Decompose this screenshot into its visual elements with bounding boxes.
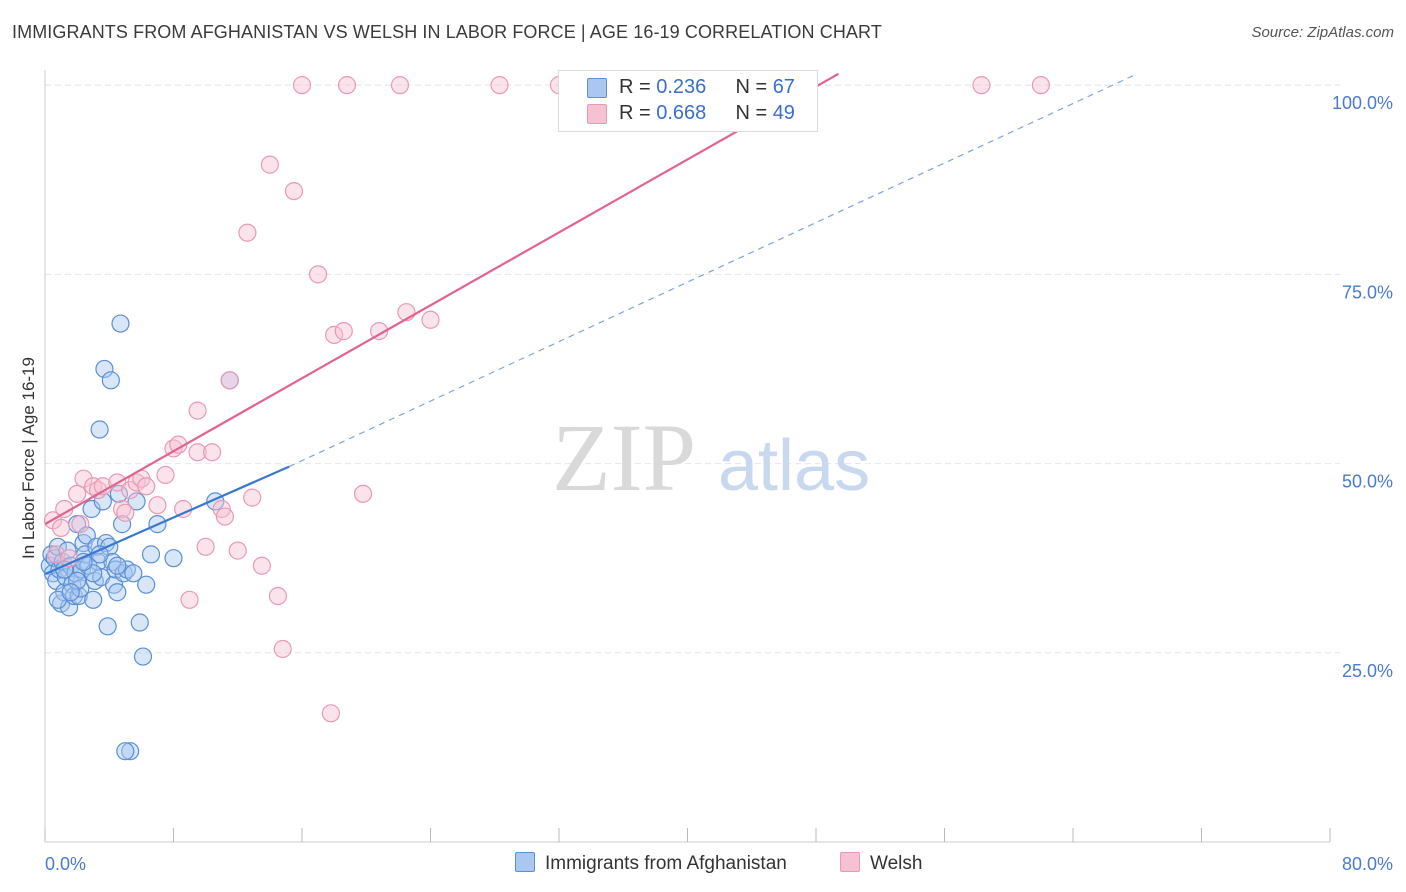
point-welsh (421, 310, 440, 329)
point-welsh (337, 76, 357, 95)
point-afghanistan (164, 549, 183, 568)
chart-title: IMMIGRANTS FROM AFGHANISTAN VS WELSH IN … (12, 22, 882, 42)
trendline-afghanistan-extrapolated (288, 73, 1138, 468)
point-afghanistan (127, 492, 146, 511)
point-afghanistan (68, 571, 87, 590)
y-tick-label: 50.0% (1342, 472, 1393, 492)
watermark: ZIP atlas (552, 404, 870, 511)
point-afghanistan (101, 371, 120, 390)
point-afghanistan (137, 575, 156, 594)
point-welsh (180, 590, 199, 609)
point-welsh (71, 515, 90, 534)
point-afghanistan (133, 647, 153, 666)
point-afghanistan (93, 492, 112, 511)
x-tick-label-min: 0.0% (45, 854, 86, 874)
x-tick-label-max: 80.0% (1342, 854, 1393, 874)
bottom-legend-label-pink: Welsh (870, 853, 923, 874)
legend-n-label-pink: N = (735, 102, 773, 124)
point-afghanistan (124, 564, 143, 583)
point-afghanistan (61, 583, 80, 602)
point-afghanistan (90, 420, 109, 439)
point-welsh (188, 401, 207, 420)
point-afghanistan (112, 515, 132, 534)
y-tick-label: 100.0% (1332, 93, 1393, 113)
point-welsh (220, 371, 239, 390)
point-afghanistan (58, 541, 77, 560)
point-afghanistan (116, 742, 135, 761)
y-axis-label: In Labor Force | Age 16-19 (19, 357, 38, 559)
point-afghanistan (109, 484, 128, 503)
point-welsh (325, 325, 344, 345)
trendline-afghanistan (44, 465, 290, 576)
bottom-legend-swatch-pink (840, 852, 860, 872)
point-afghanistan (88, 552, 108, 572)
legend-n-value-pink: 49 (772, 102, 795, 124)
point-welsh (972, 76, 991, 95)
point-welsh (490, 76, 509, 95)
bottom-legend-pink[interactable]: Welsh (840, 852, 922, 875)
point-welsh (74, 469, 93, 488)
point-afghanistan (130, 613, 149, 632)
legend-n-label-blue: N = (735, 76, 773, 98)
watermark-zip: ZIP (552, 404, 696, 511)
point-welsh (68, 484, 87, 503)
point-welsh (292, 76, 312, 95)
correlation-legend: R = 0.236 N = 67 R = 0.668 N = 49 (558, 70, 818, 132)
legend-n-value-blue: 67 (772, 76, 795, 98)
point-welsh (188, 443, 207, 462)
point-welsh (202, 443, 222, 462)
point-welsh (390, 76, 410, 95)
grid-layer (45, 84, 1340, 654)
point-welsh (284, 181, 304, 201)
point-afghanistan (108, 583, 127, 602)
points-layer (40, 76, 1050, 761)
point-welsh (321, 704, 341, 723)
bottom-legend-swatch-blue (515, 852, 535, 872)
y-tick-label: 25.0% (1342, 661, 1393, 681)
point-welsh (260, 155, 279, 174)
axes: 25.0% 50.0% 75.0% 100.0% 0.0% 80.0% (44, 70, 1393, 874)
point-afghanistan (108, 556, 127, 575)
point-welsh (215, 507, 234, 526)
point-welsh (51, 518, 71, 538)
point-welsh (273, 639, 292, 659)
point-welsh (148, 496, 167, 515)
point-welsh (238, 223, 257, 242)
bottom-legend-blue[interactable]: Immigrants from Afghanistan (515, 852, 787, 875)
point-welsh (156, 465, 175, 485)
point-afghanistan (84, 590, 103, 609)
legend-swatch-blue (587, 78, 607, 98)
legend-r-label-pink: R = (619, 102, 657, 124)
legend-swatch-pink (587, 104, 607, 124)
point-welsh (196, 537, 215, 556)
point-welsh (370, 322, 389, 341)
point-welsh (137, 477, 156, 496)
legend-r-value-blue: 0.236 (656, 76, 707, 98)
point-welsh (353, 484, 373, 503)
point-afghanistan (95, 359, 114, 379)
y-tick-label: 75.0% (1342, 282, 1393, 302)
point-afghanistan (111, 314, 130, 333)
point-welsh (228, 541, 247, 560)
point-afghanistan (98, 617, 117, 636)
point-welsh (334, 322, 353, 341)
point-welsh (252, 556, 271, 575)
point-afghanistan (121, 742, 140, 761)
point-welsh (1031, 76, 1050, 95)
point-welsh (116, 503, 135, 522)
point-welsh (243, 488, 262, 507)
legend-r-value-pink: 0.668 (656, 102, 707, 124)
legend-r-label-blue: R = (619, 76, 657, 98)
point-welsh (308, 265, 328, 284)
trendline-welsh (44, 72, 840, 526)
watermark-atlas: atlas (718, 426, 870, 506)
point-afghanistan (141, 545, 161, 564)
source-label: Source: ZipAtlas.com (1251, 24, 1394, 41)
bottom-legend-label-blue: Immigrants from Afghanistan (545, 853, 787, 874)
trend-layer (44, 72, 1138, 576)
point-welsh (268, 586, 288, 606)
